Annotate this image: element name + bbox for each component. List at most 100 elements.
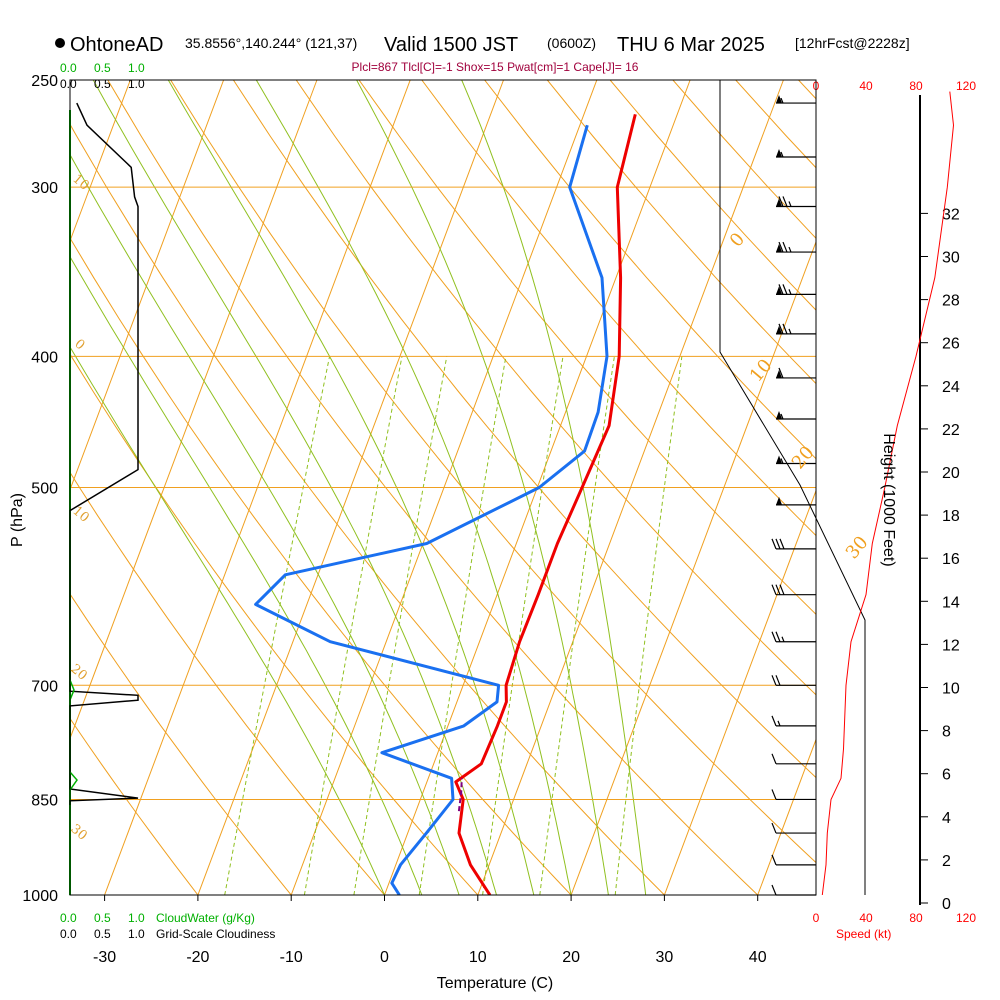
cloudiness-tick-bottom: 0.0 (60, 927, 77, 941)
wind-barb (771, 631, 816, 643)
wind-barb (771, 715, 816, 727)
wind-barb-flag (771, 584, 777, 595)
height-tick-label: 26 (942, 336, 960, 353)
x-tick-label: -20 (186, 949, 209, 966)
wind-barb-pennant (776, 410, 782, 419)
cloudiness-profile (69, 102, 139, 805)
mixing-ratio-line (224, 356, 331, 895)
wind-barb (776, 323, 816, 335)
cloud-water-tick-top: 1.0 (128, 61, 145, 75)
wind-barb-flag (779, 538, 785, 550)
cloudiness-tick-bottom: 0.5 (94, 927, 111, 941)
cloud-water-tick-bottom: 1.0 (128, 911, 145, 925)
height-tick-label: 8 (942, 724, 951, 741)
wind-barb-flag (771, 538, 777, 550)
pressure-tick-label: 400 (31, 349, 58, 366)
dewpoint-profile (254, 124, 609, 895)
wind-barb (776, 410, 816, 420)
wind-barb-pennant (776, 149, 782, 158)
wind-barb (771, 675, 816, 686)
wind-barb (776, 367, 816, 379)
wind-barb-flag (778, 323, 784, 335)
x-tick-label: 30 (656, 949, 674, 966)
wind-barb-flag (775, 675, 781, 686)
dry-adiabat-line (70, 593, 292, 895)
wind-barb-flag (782, 241, 788, 253)
forecast-run: [12hrFcst@2228z] (795, 35, 910, 51)
wind-barb-pennant (776, 286, 782, 295)
wind-barb-pennant (776, 496, 782, 505)
dry-adiabat-line (798, 80, 816, 100)
moist-adiabat-line (70, 255, 423, 895)
isotherm-line (757, 738, 816, 895)
height-tick-label: 22 (942, 422, 960, 439)
cloud-water-tick-bottom: 0.5 (94, 911, 111, 925)
wind-barb-half (788, 289, 792, 295)
mixing-ratio-label: 2 (308, 900, 325, 916)
mixing-ratio-line (303, 356, 403, 895)
speed-axis-label: Speed (kt) (836, 927, 891, 941)
wind-barb-flag (778, 241, 784, 253)
wind-barb-flag (771, 631, 777, 642)
height-tick-label: 6 (942, 767, 951, 784)
y-axis-title: P (hPa) (9, 493, 26, 547)
dry-adiabat-line (70, 717, 199, 895)
wind-barb-flag (782, 196, 788, 207)
x-axis-title: Temperature (C) (437, 975, 553, 992)
wind-barb-flag (778, 367, 784, 379)
wind-barb-half (777, 720, 781, 727)
mixing-ratio-line (482, 356, 564, 895)
wind-barb-flag (771, 715, 777, 727)
wind-barb-half (780, 151, 784, 158)
speed-tick-top: 40 (859, 79, 873, 93)
wind-speed-profile (821, 91, 955, 896)
wind-barb (771, 822, 816, 834)
wind-barb-flag (779, 584, 785, 595)
height-tick-label: 20 (942, 465, 960, 482)
x-tick-label: -30 (93, 949, 116, 966)
wind-barb-half (788, 201, 792, 207)
mixing-ratio-label: 8 (484, 900, 501, 916)
cloud-water-label: CloudWater (g/Kg) (156, 911, 255, 925)
forecast-date: THU 6 Mar 2025 (617, 34, 765, 56)
x-tick-label: 0 (380, 949, 389, 966)
surface-temperature-point (484, 897, 491, 904)
isotherm-label: 20 (788, 442, 819, 473)
surface-dewpoint-point (430, 897, 437, 904)
cloudiness-tick-top: 1.0 (128, 77, 145, 91)
wind-barb-pennant (776, 244, 782, 253)
wind-barb (771, 538, 816, 550)
wind-barb-flag (782, 284, 788, 295)
mixing-ratio-label: 5 (424, 900, 441, 916)
cloud-water-tick-top: 0.5 (94, 61, 111, 75)
wind-barb-half (780, 458, 784, 464)
cloudiness-label: Grid-Scale Cloudiness (156, 927, 275, 941)
station-marker-icon (55, 38, 65, 48)
cloudiness-tick-bottom: 1.0 (128, 927, 145, 941)
cloud-water-tick-top: 0.0 (60, 61, 77, 75)
height-tick-label: 0 (942, 896, 951, 913)
x-tick-label: 10 (469, 949, 487, 966)
station-coords: 35.8556°,140.244° (121,37) (185, 35, 357, 51)
dry-adiabat-line (421, 80, 816, 537)
moist-adiabat-line (461, 80, 647, 895)
height-axis-title: Height (1000 Feet) (880, 433, 897, 566)
dry-adiabat-line (295, 80, 816, 696)
dry-adiabat-line (70, 123, 665, 895)
wind-barb-half (780, 413, 784, 420)
cloudiness-tick-top: 0.0 (60, 77, 77, 91)
cloud-water-profile (69, 771, 78, 791)
speed-tick-top: 80 (909, 79, 923, 93)
wind-barbs (771, 95, 816, 896)
moist-adiabat-line (92, 80, 497, 895)
wind-barb (776, 455, 816, 465)
dry-adiabat-line (358, 80, 816, 615)
height-tick-label: 4 (942, 810, 951, 827)
dry-adiabat-line (232, 80, 816, 779)
cloudiness-tick-top: 0.5 (94, 77, 111, 91)
dry-adiabat-label: 10 (69, 504, 91, 526)
wind-barb-flag (782, 323, 788, 335)
moist-adiabat-line (356, 80, 609, 895)
wind-barb-flag (771, 789, 777, 800)
wind-barb-flag (771, 822, 777, 834)
